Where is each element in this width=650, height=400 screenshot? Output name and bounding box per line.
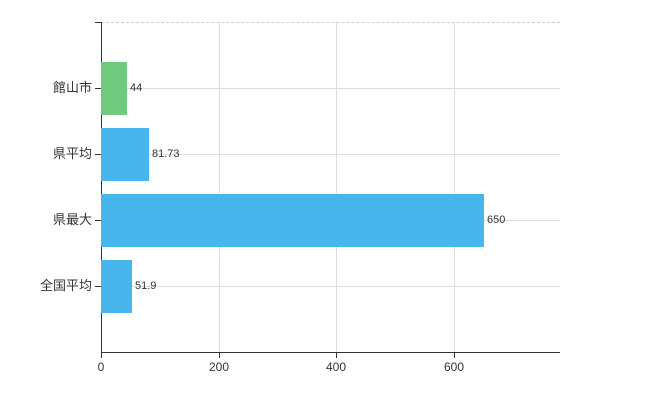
plot-area	[101, 22, 560, 352]
vertical-gridline	[454, 22, 455, 352]
vertical-gridline	[336, 22, 337, 352]
y-axis-line	[101, 22, 102, 358]
x-axis-tick	[454, 352, 455, 358]
bar-value-label: 81.73	[152, 148, 180, 160]
x-axis-tick-label: 400	[325, 360, 347, 374]
bar-value-label: 650	[487, 214, 506, 226]
horizontal-gridline	[101, 88, 560, 89]
category-label: 県平均	[52, 146, 92, 161]
category-label: 県最大	[52, 212, 92, 227]
category-label: 全国平均	[39, 278, 92, 293]
bar-2	[101, 128, 149, 181]
x-axis-tick	[336, 352, 337, 358]
category-label: 館山市	[52, 80, 92, 95]
x-axis-line	[101, 352, 560, 353]
vertical-gridline	[219, 22, 220, 352]
x-axis-tick	[101, 352, 102, 358]
x-axis-tick-label: 0	[97, 360, 105, 374]
horizontal-gridline	[101, 286, 560, 287]
bar-value-label: 51.9	[135, 280, 157, 292]
y-axis-tick	[95, 286, 101, 287]
x-axis-tick	[219, 352, 220, 358]
bar-1	[101, 62, 127, 115]
y-axis-top-tick	[95, 22, 101, 23]
y-axis-tick	[95, 154, 101, 155]
horizontal-gridline	[101, 154, 560, 155]
bar-4	[101, 260, 132, 313]
bar-value-label: 44	[130, 82, 143, 94]
y-axis-tick	[95, 88, 101, 89]
y-axis-tick	[95, 220, 101, 221]
x-axis-tick-label: 200	[208, 360, 230, 374]
bar-3	[101, 194, 484, 247]
x-axis-tick-label: 600	[443, 360, 465, 374]
